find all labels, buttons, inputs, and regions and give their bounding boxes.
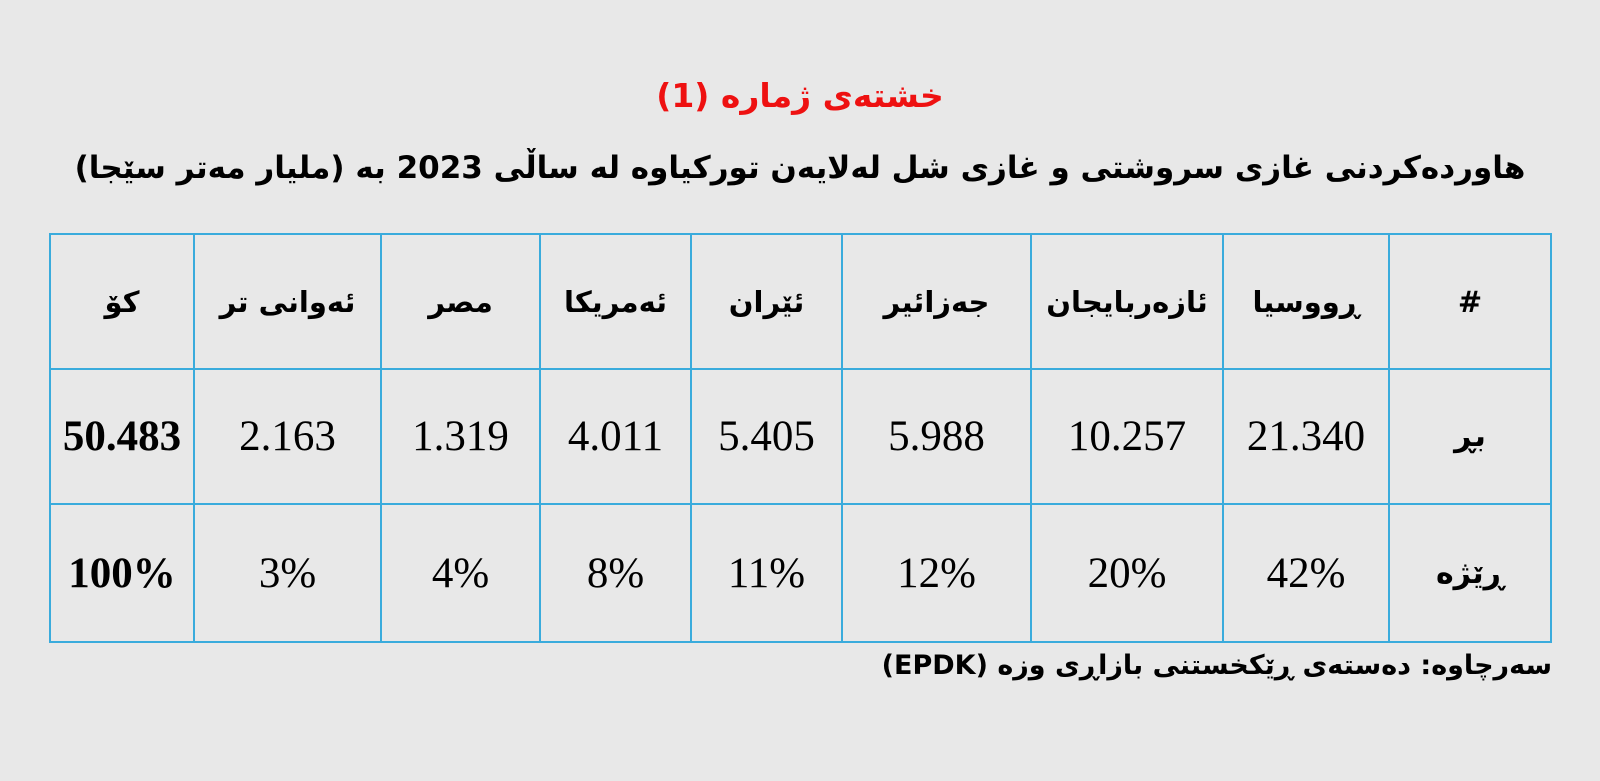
column-header-russia: ڕووسیا [1222, 233, 1390, 370]
column-header-algeria: جەزائیر [841, 233, 1032, 370]
table-title: خشتەی ژماره (1) [656, 76, 944, 115]
row-label-amount: بڕ [1388, 368, 1552, 505]
percent-egypt: 4% [380, 503, 541, 643]
table-row-percent: ڕێژه 42% 20% 12% 11% 8% 4% 3% 100% [49, 503, 1552, 643]
source-note: سەرچاوه: دەستەی ڕێکخستنی بازاڕی وزه (EPD… [881, 650, 1552, 681]
column-header-others: ئەوانی تر [193, 233, 382, 370]
percent-azerbaijan: 20% [1030, 503, 1224, 643]
amount-algeria: 5.988 [841, 368, 1032, 505]
table-header-row: # ڕووسیا ئازەربایجان جەزائیر ئێران ئەمری… [49, 233, 1552, 370]
percent-america: 8% [539, 503, 692, 643]
table-subtitle: هاوردەکردنی غازی سروشتی و غازی شل لەلایە… [74, 150, 1526, 186]
gas-import-table: # ڕووسیا ئازەربایجان جەزائیر ئێران ئەمری… [49, 233, 1552, 643]
amount-azerbaijan: 10.257 [1030, 368, 1224, 505]
percent-others: 3% [193, 503, 382, 643]
column-header-iran: ئێران [690, 233, 843, 370]
amount-others: 2.163 [193, 368, 382, 505]
column-header-america: ئەمریکا [539, 233, 692, 370]
column-header-azerbaijan: ئازەربایجان [1030, 233, 1224, 370]
percent-total: 100% [49, 503, 195, 643]
table-row-amount: بڕ 21.340 10.257 5.988 5.405 4.011 1.319… [49, 368, 1552, 505]
amount-iran: 5.405 [690, 368, 843, 505]
column-header-egypt: مصر [380, 233, 541, 370]
amount-egypt: 1.319 [380, 368, 541, 505]
column-header-total: کۆ [49, 233, 195, 370]
amount-america: 4.011 [539, 368, 692, 505]
percent-iran: 11% [690, 503, 843, 643]
percent-algeria: 12% [841, 503, 1032, 643]
percent-russia: 42% [1222, 503, 1390, 643]
column-header-hash: # [1388, 233, 1552, 370]
amount-total: 50.483 [49, 368, 195, 505]
amount-russia: 21.340 [1222, 368, 1390, 505]
row-label-percent: ڕێژه [1388, 503, 1552, 643]
